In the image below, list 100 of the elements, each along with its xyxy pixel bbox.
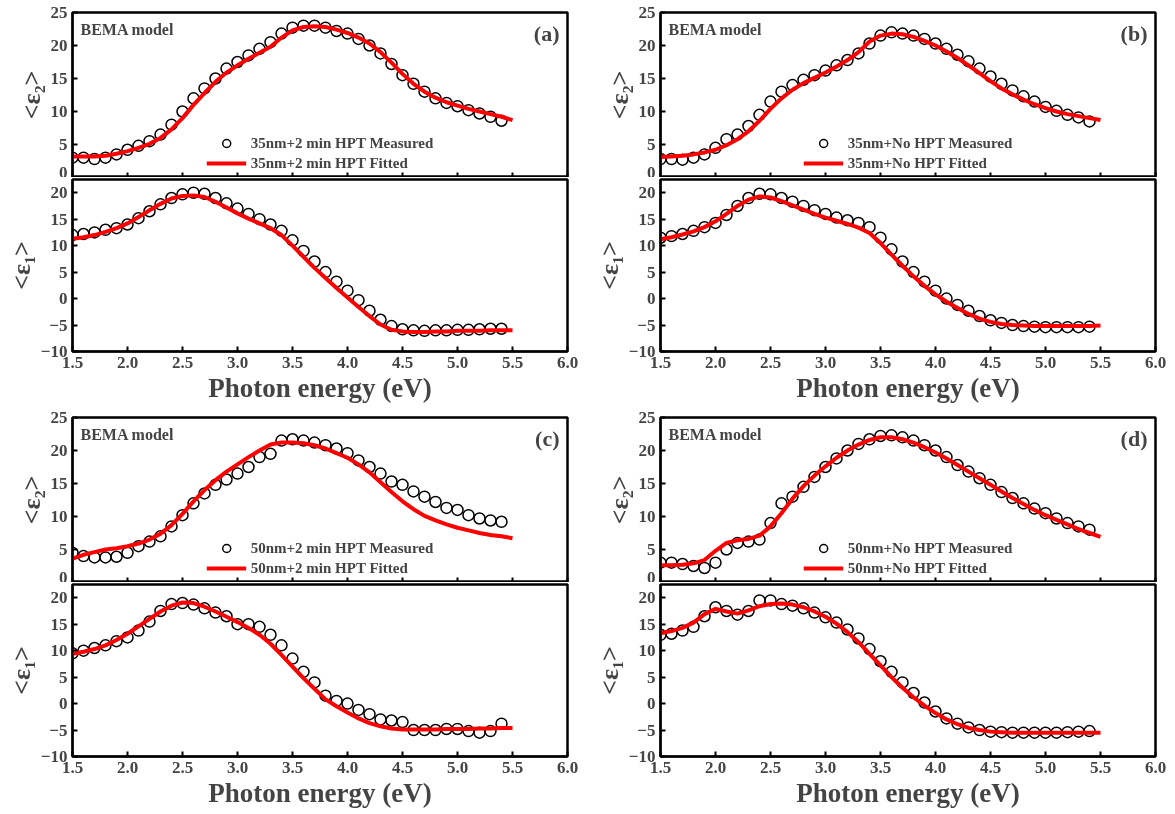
point xyxy=(429,92,442,105)
point xyxy=(951,717,964,730)
point xyxy=(1072,320,1085,334)
point xyxy=(495,322,508,335)
point xyxy=(264,447,277,461)
x-tick-label: 3.5 xyxy=(869,352,892,372)
x-axis-title: Photon energy (eV) xyxy=(208,777,432,808)
y-tick-label: 20 xyxy=(50,36,68,55)
point xyxy=(88,152,101,166)
y-axis-title: <ε₁> xyxy=(594,646,624,695)
x-tick-label: 2.0 xyxy=(116,352,139,372)
point xyxy=(764,516,777,530)
point xyxy=(143,134,156,148)
y-axis-title: <ε₂> xyxy=(604,70,634,120)
point xyxy=(462,323,475,337)
point xyxy=(484,110,497,124)
point xyxy=(709,601,722,614)
point xyxy=(918,696,931,709)
x-tick-label: 4.5 xyxy=(391,352,414,372)
x-tick-label: 5.0 xyxy=(446,352,469,372)
point xyxy=(253,620,266,634)
x-tick-label: 5.5 xyxy=(501,352,524,372)
point xyxy=(396,323,409,336)
point xyxy=(874,655,887,668)
point xyxy=(951,48,964,61)
annotation: BEMA model xyxy=(80,20,174,38)
point xyxy=(264,218,277,231)
y-tick-label: 0 xyxy=(59,694,68,714)
x-tick-label: 3.0 xyxy=(226,757,249,777)
point xyxy=(110,148,123,161)
point xyxy=(819,207,832,221)
point xyxy=(121,631,134,644)
point xyxy=(176,508,189,522)
x-tick-label: 6.0 xyxy=(556,352,579,372)
point xyxy=(209,606,222,619)
point xyxy=(676,557,689,571)
point xyxy=(698,610,711,623)
point xyxy=(429,495,442,509)
point xyxy=(786,195,799,208)
point xyxy=(352,703,365,717)
y-tick-label: 25 xyxy=(50,3,68,22)
y-axis-title: <ε₂> xyxy=(16,475,46,525)
x-tick-label: 3.5 xyxy=(869,757,892,777)
y-tick-label: 0 xyxy=(647,567,656,587)
point xyxy=(1050,726,1063,739)
point xyxy=(462,508,475,522)
point xyxy=(451,99,464,113)
point xyxy=(1039,726,1052,739)
point xyxy=(374,713,387,726)
legend-label: 50nm+2 min HPT Measured xyxy=(250,539,434,557)
point xyxy=(374,47,387,60)
point xyxy=(665,556,678,569)
point xyxy=(665,627,678,640)
point xyxy=(363,707,376,721)
point xyxy=(973,471,986,485)
point xyxy=(1039,320,1052,334)
point xyxy=(929,37,942,50)
point xyxy=(407,77,420,91)
point xyxy=(418,85,431,98)
x-tick-label: 4.0 xyxy=(336,352,359,372)
point xyxy=(819,611,832,624)
point xyxy=(1050,320,1063,334)
point xyxy=(385,57,398,71)
point xyxy=(341,27,354,40)
y-tick-label: 20 xyxy=(50,441,68,460)
point xyxy=(352,454,365,467)
point xyxy=(1061,516,1074,530)
point xyxy=(407,324,420,337)
point xyxy=(220,473,233,486)
point xyxy=(187,186,200,199)
point xyxy=(687,151,700,164)
y-tick-label: 25 xyxy=(638,3,656,22)
point xyxy=(918,32,931,46)
point xyxy=(1083,724,1096,738)
point xyxy=(775,597,788,611)
point xyxy=(1028,320,1041,333)
x-tick-label: 3.5 xyxy=(281,352,304,372)
point xyxy=(352,32,365,46)
point xyxy=(698,148,711,161)
point xyxy=(451,503,464,517)
y-tick-label: 15 xyxy=(50,69,68,88)
y-tick-label: −5 xyxy=(49,720,68,740)
point xyxy=(154,530,167,543)
line-series xyxy=(660,601,1103,735)
point xyxy=(165,520,178,533)
y-tick-label: 10 xyxy=(50,641,68,661)
x-tick-label: 2.5 xyxy=(171,757,194,777)
point xyxy=(330,24,343,38)
y-tick-label: 5 xyxy=(647,262,656,282)
y-tick-label: 5 xyxy=(647,667,656,687)
point xyxy=(396,715,409,729)
point xyxy=(187,598,200,611)
point xyxy=(698,561,711,575)
y-tick-label: 0 xyxy=(59,567,68,587)
point xyxy=(418,723,431,737)
point xyxy=(1017,319,1030,333)
point xyxy=(308,19,321,32)
y-tick-label: 25 xyxy=(50,408,68,427)
point xyxy=(863,433,876,446)
x-tick-label: 2.5 xyxy=(759,757,782,777)
